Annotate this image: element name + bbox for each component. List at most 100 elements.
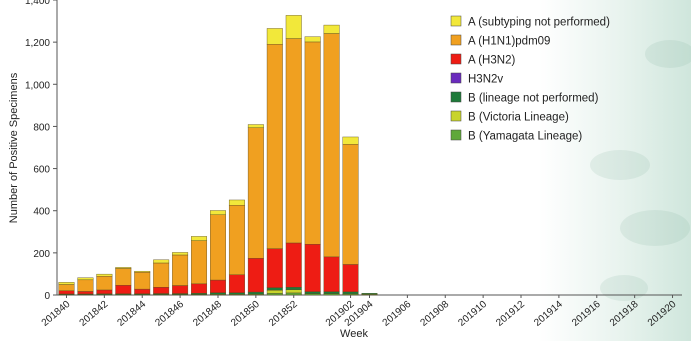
bar-segment xyxy=(172,285,189,294)
background-decoration xyxy=(645,40,691,68)
y-tick-label: 800 xyxy=(33,122,50,133)
legend-swatch xyxy=(450,53,462,65)
bar-segment xyxy=(77,279,94,292)
legend-swatch xyxy=(450,72,462,84)
x-tick-label: 201852 xyxy=(267,299,300,329)
bar-segment xyxy=(210,214,226,281)
bar-segment xyxy=(96,276,113,291)
bar-segment xyxy=(228,205,245,275)
bar-segment xyxy=(172,252,189,256)
bar-segment xyxy=(247,291,264,295)
legend-label: A (subtyping not performed) xyxy=(468,17,610,29)
bar-segment xyxy=(285,292,302,296)
bar-segment xyxy=(247,127,264,259)
bar-segment xyxy=(285,15,302,39)
legend-label: H3N2v xyxy=(468,74,503,86)
bar-segment xyxy=(323,24,340,34)
bar-segment xyxy=(247,124,264,128)
background-decoration xyxy=(590,150,650,180)
y-tick-label: 1,000 xyxy=(25,80,50,91)
bar-segment xyxy=(191,283,208,294)
bar-segment xyxy=(266,289,283,294)
legend-label: B (lineage not performed) xyxy=(468,93,599,105)
x-tick-label: 201844 xyxy=(116,299,149,329)
bar-segment xyxy=(323,33,340,258)
legend-label: A (H1N1)pdm09 xyxy=(468,36,550,48)
y-tick-label: 600 xyxy=(33,165,50,176)
x-tick-label: 201908 xyxy=(419,299,452,329)
bar-segment xyxy=(342,136,359,145)
bar-segment xyxy=(304,244,321,292)
bar-segment xyxy=(228,292,245,295)
bar-segment xyxy=(342,144,359,265)
bar-segment xyxy=(323,256,340,292)
legend-swatch xyxy=(450,129,462,141)
bar-segment xyxy=(191,240,208,285)
bar-segment xyxy=(342,264,359,293)
x-tick-label: 201848 xyxy=(191,299,224,329)
x-tick-label: 201850 xyxy=(229,299,262,329)
y-axis-title: Number of Positive Specimens xyxy=(8,72,20,223)
legend-swatch xyxy=(450,91,462,103)
x-tick-label: 201846 xyxy=(153,299,186,329)
background-decoration xyxy=(620,210,690,246)
bar-segment xyxy=(58,290,75,295)
bar-segment xyxy=(153,262,170,288)
bar-segment xyxy=(96,289,113,294)
bar-segment xyxy=(361,293,378,295)
x-tick-label: 201912 xyxy=(494,299,527,329)
x-axis-title: Week xyxy=(340,328,368,340)
bar-segment xyxy=(285,38,302,244)
bar-segment xyxy=(266,287,283,291)
legend-label: B (Victoria Lineage) xyxy=(468,112,569,124)
bar-segment xyxy=(304,36,321,43)
bar-segment xyxy=(134,272,151,290)
legend-label: B (Yamagata Lineage) xyxy=(468,131,582,143)
y-tick-label: 1,200 xyxy=(25,38,50,49)
bar-segment xyxy=(304,41,321,245)
bar-segment xyxy=(153,259,170,264)
bar-segment xyxy=(210,279,226,293)
legend-label: A (H3N2) xyxy=(468,55,515,67)
bar-segment xyxy=(58,282,75,285)
bar-segment xyxy=(323,291,340,294)
x-tick-label: 201916 xyxy=(570,299,603,329)
x-tick-label: 201906 xyxy=(381,299,414,329)
bar-segment xyxy=(96,273,113,277)
bar-segment xyxy=(153,287,170,294)
x-tick-label: 201910 xyxy=(456,299,489,329)
bar-segment xyxy=(134,288,151,294)
bar-segment xyxy=(134,270,151,273)
bar-segment xyxy=(115,268,132,286)
bar-segment xyxy=(285,287,302,290)
bar-segment xyxy=(266,293,283,296)
bar-segment xyxy=(115,267,132,269)
bar-segment xyxy=(228,274,245,293)
bar-segment xyxy=(304,291,321,294)
x-tick-label: 201918 xyxy=(608,299,641,329)
x-tick-label: 201920 xyxy=(646,299,679,329)
bar-segment xyxy=(210,210,226,215)
bar-segment xyxy=(285,242,302,288)
bar-segment xyxy=(266,248,283,288)
legend-swatch xyxy=(450,15,462,27)
bar-segment xyxy=(285,289,302,294)
legend-swatch xyxy=(450,34,462,46)
x-tick-label: 201840 xyxy=(40,299,73,329)
bar-segment xyxy=(228,199,245,206)
y-tick-label: 0 xyxy=(44,291,50,302)
bar-segment xyxy=(77,291,94,295)
bar-segment xyxy=(77,277,94,281)
bar-segment xyxy=(266,44,283,249)
x-tick-label: 201842 xyxy=(78,299,111,329)
bar-segment xyxy=(115,285,132,294)
x-tick-label: 201914 xyxy=(532,299,565,329)
y-tick-label: 1,400 xyxy=(25,0,50,7)
bar-segment xyxy=(210,292,226,295)
bar-segment xyxy=(247,258,264,293)
bar-segment xyxy=(342,291,359,295)
bar-segment xyxy=(266,28,283,45)
legend-swatch xyxy=(450,110,462,122)
